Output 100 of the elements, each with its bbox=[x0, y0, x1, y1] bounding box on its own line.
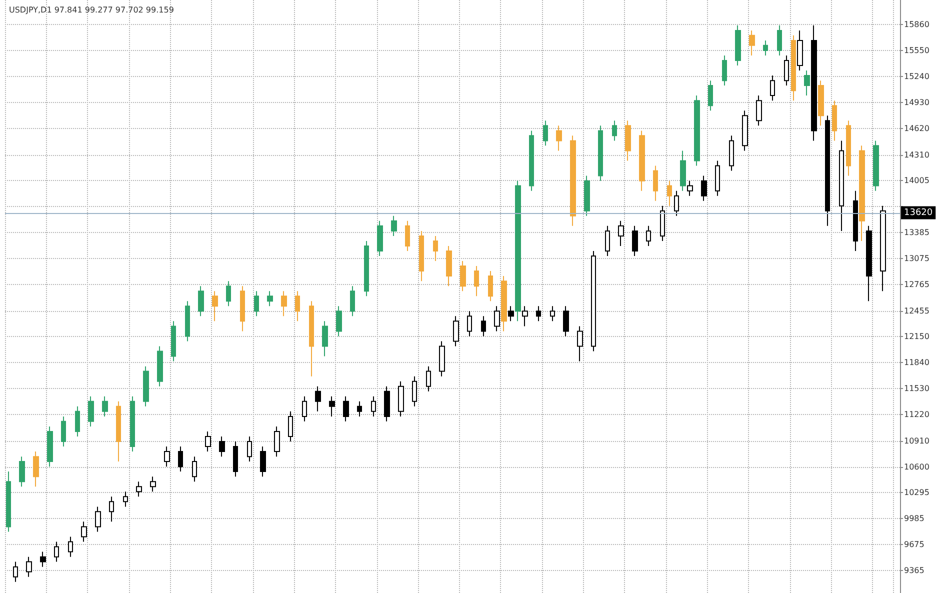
candlestick bbox=[715, 160, 720, 196]
candlestick bbox=[577, 326, 583, 362]
y-tick-label: 10910 bbox=[904, 436, 930, 446]
candlestick bbox=[591, 250, 596, 352]
candlestick bbox=[446, 245, 452, 287]
candlestick bbox=[694, 95, 700, 166]
candlestick bbox=[536, 306, 541, 322]
text: USDJPY,D1 97.841 99.277 97.702 99.159 bbox=[9, 6, 174, 14]
ref-line-label: 13620 bbox=[904, 208, 933, 218]
candlestick bbox=[639, 130, 645, 192]
candlestick bbox=[219, 436, 225, 458]
candlestick bbox=[309, 300, 314, 377]
candlestick bbox=[88, 396, 94, 427]
candlestick bbox=[825, 115, 830, 226]
candlestick bbox=[632, 225, 638, 257]
y-tick-label: 9675 bbox=[904, 540, 924, 550]
candlestick bbox=[742, 110, 748, 152]
candlestick bbox=[185, 300, 190, 342]
candlestick bbox=[811, 24, 817, 142]
candlestick bbox=[136, 481, 142, 498]
candlestick bbox=[260, 446, 266, 478]
candlestick bbox=[157, 346, 163, 387]
candlestick bbox=[171, 320, 176, 362]
candlestick bbox=[295, 290, 300, 322]
candlestick bbox=[653, 165, 658, 202]
candlestick bbox=[770, 75, 775, 102]
y-tick-label: 9365 bbox=[904, 566, 924, 576]
candlestick bbox=[322, 320, 328, 357]
candlestick bbox=[522, 306, 528, 327]
candlestick bbox=[660, 205, 665, 242]
candlestick bbox=[343, 396, 349, 422]
candlestick bbox=[419, 230, 424, 282]
candlestick bbox=[570, 135, 576, 226]
y-tick-label: 9985 bbox=[904, 514, 924, 524]
y-tick-label: 13385 bbox=[904, 228, 930, 238]
candlestick bbox=[722, 55, 727, 86]
candlestick bbox=[54, 541, 59, 562]
candlestick bbox=[515, 180, 521, 322]
candlestick bbox=[791, 34, 796, 102]
candlestick bbox=[687, 180, 693, 196]
candlestick bbox=[846, 120, 851, 176]
candlestick bbox=[398, 380, 404, 417]
candlestick bbox=[371, 396, 376, 417]
candlestick bbox=[288, 410, 293, 442]
y-tick-label: 14620 bbox=[904, 124, 930, 134]
candlestick bbox=[26, 556, 32, 578]
candlestick bbox=[777, 24, 782, 56]
candlestick bbox=[598, 125, 603, 182]
candlestick bbox=[95, 506, 101, 532]
candlestick bbox=[281, 290, 287, 317]
candlestick bbox=[405, 220, 410, 252]
candlestick bbox=[150, 476, 156, 492]
candlestick bbox=[192, 456, 197, 482]
y-tick-label: 11530 bbox=[904, 384, 930, 394]
candlestick bbox=[116, 400, 121, 462]
candlestick bbox=[350, 286, 355, 317]
candlestick bbox=[391, 215, 397, 236]
candlestick bbox=[61, 416, 66, 447]
y-tick-label: 15550 bbox=[904, 46, 930, 55]
candlestick bbox=[832, 100, 837, 142]
candlestick bbox=[866, 225, 872, 302]
y-tick-label: 12765 bbox=[904, 280, 930, 290]
candlestick bbox=[543, 120, 548, 146]
y-tick-label: 11840 bbox=[904, 358, 930, 368]
candlestick bbox=[19, 456, 25, 488]
y-tick-label: 14005 bbox=[904, 176, 930, 185]
candlestick bbox=[784, 55, 789, 86]
candlestick bbox=[646, 225, 651, 246]
candlestick bbox=[880, 205, 886, 292]
candlestick bbox=[377, 220, 383, 257]
candlestick bbox=[618, 220, 624, 246]
candlestick bbox=[853, 190, 858, 252]
candlestick bbox=[102, 396, 108, 417]
candlestick bbox=[47, 426, 53, 468]
candlestick bbox=[556, 125, 562, 152]
candlestick bbox=[481, 316, 486, 337]
candlestick bbox=[494, 306, 500, 332]
y-tick-label: 11220 bbox=[904, 410, 930, 420]
candlestick bbox=[667, 180, 672, 206]
candlestick bbox=[267, 290, 273, 307]
y-tick-label: 15240 bbox=[904, 72, 930, 82]
candlestick bbox=[584, 175, 590, 216]
y-tick-label: 10295 bbox=[904, 488, 930, 497]
candlestick bbox=[364, 240, 369, 297]
candlestick bbox=[426, 366, 431, 392]
candlestick bbox=[40, 551, 46, 568]
candlestick bbox=[212, 290, 218, 322]
candlestick bbox=[123, 491, 128, 508]
candlestick bbox=[329, 396, 335, 417]
candlestick bbox=[605, 225, 610, 257]
candlestick bbox=[164, 446, 170, 468]
candlestick bbox=[797, 30, 803, 71]
candlestick bbox=[701, 175, 707, 202]
candlestick bbox=[302, 396, 307, 422]
candlestick bbox=[143, 366, 149, 407]
candlestick bbox=[501, 276, 507, 332]
candlestick bbox=[6, 471, 11, 532]
candlestick bbox=[198, 286, 204, 317]
candlestick bbox=[550, 306, 555, 322]
candlestick bbox=[625, 120, 631, 162]
